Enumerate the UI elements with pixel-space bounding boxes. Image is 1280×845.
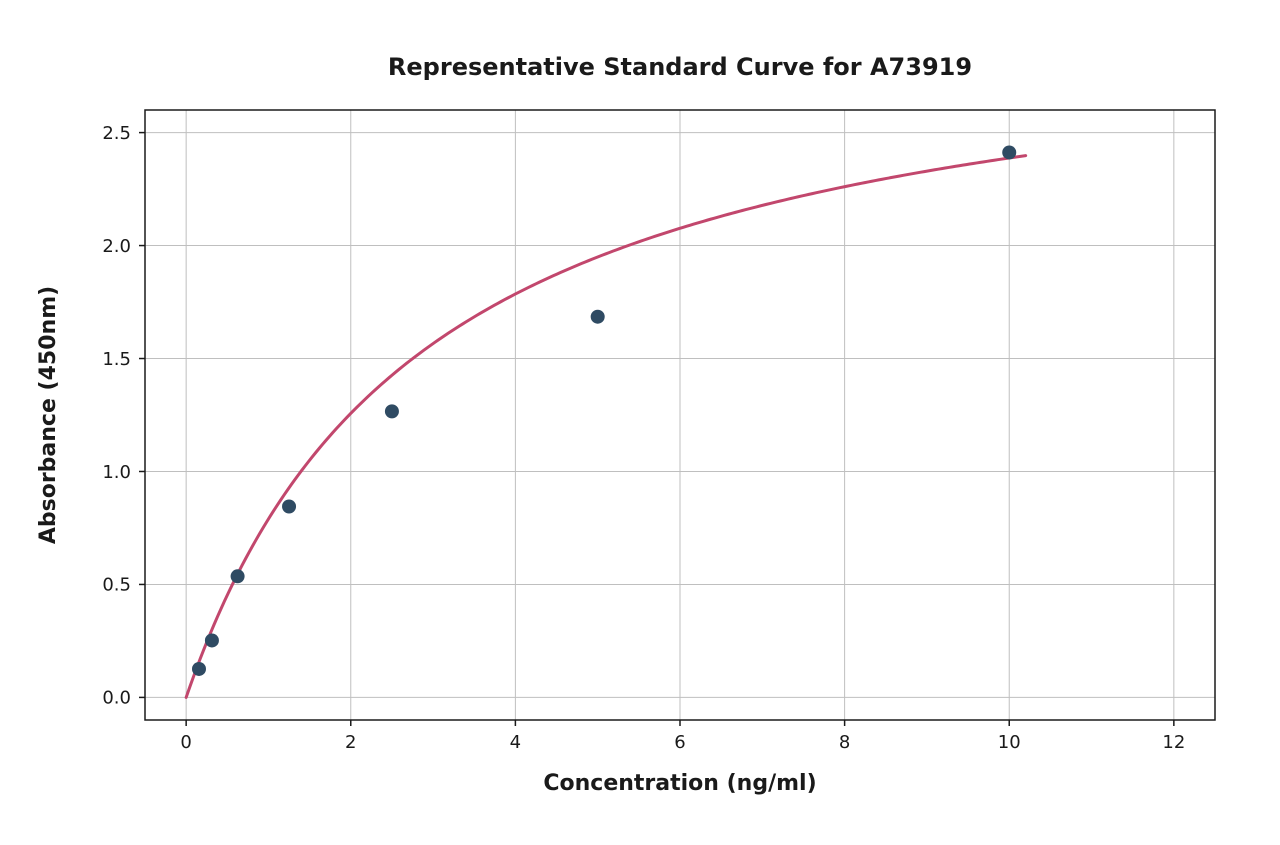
data-point bbox=[385, 404, 399, 418]
y-tick-label: 2.5 bbox=[102, 123, 131, 144]
y-axis-label: Absorbance (450nm) bbox=[36, 286, 61, 544]
standard-curve-chart: 0 2 4 6 8 10 12 0.0 0.5 1.0 1.5 2.0 2.5 Representativ… bbox=[0, 0, 1280, 845]
chart-container: 0 2 4 6 8 10 12 0.0 0.5 1.0 1.5 2.0 2.5 Representativ… bbox=[0, 0, 1280, 845]
x-tick-label: 8 bbox=[839, 732, 850, 753]
y-tick-label: 1.0 bbox=[102, 462, 131, 483]
x-tick-label: 10 bbox=[998, 732, 1021, 753]
x-tick-label: 12 bbox=[1162, 732, 1185, 753]
x-tick-label: 0 bbox=[180, 732, 191, 753]
y-tick-label: 1.5 bbox=[102, 349, 131, 370]
x-tick-label: 2 bbox=[345, 732, 356, 753]
x-tick-label: 4 bbox=[510, 732, 521, 753]
y-tick-label: 0.0 bbox=[102, 688, 131, 709]
data-point bbox=[1002, 145, 1016, 159]
data-point bbox=[591, 310, 605, 324]
x-axis-label: Concentration (ng/ml) bbox=[543, 771, 816, 796]
y-tick-label: 2.0 bbox=[102, 236, 131, 257]
data-point bbox=[231, 569, 245, 583]
data-point bbox=[205, 633, 219, 647]
chart-title: Representative Standard Curve for A73919 bbox=[388, 53, 972, 81]
y-tick-label: 0.5 bbox=[102, 575, 131, 596]
data-point bbox=[192, 662, 206, 676]
x-tick-label: 6 bbox=[674, 732, 685, 753]
data-point bbox=[282, 500, 296, 514]
